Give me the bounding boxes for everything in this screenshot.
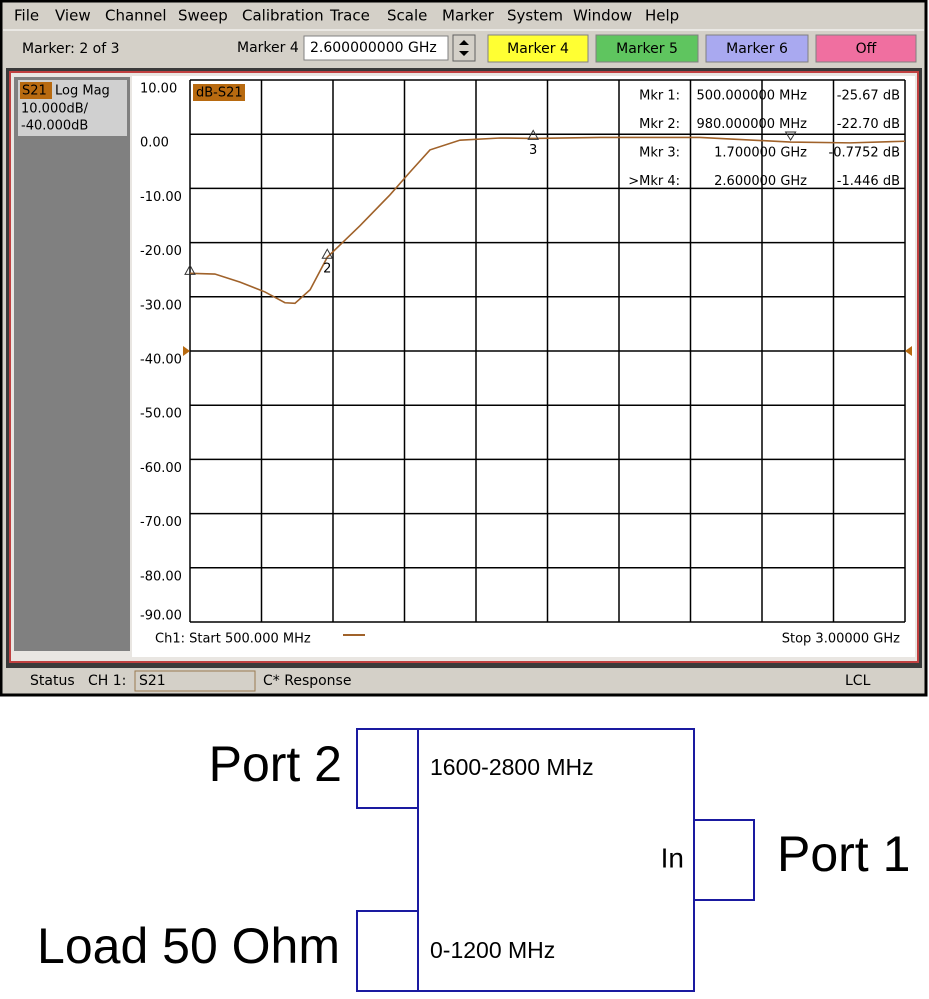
marker-response: -22.70 dB	[837, 117, 900, 132]
marker-stimulus: 2.600000 GHz	[714, 174, 807, 189]
band-label: 0-1200 MHz	[430, 937, 555, 963]
input-label: In	[661, 842, 684, 873]
menu-item[interactable]: Window	[573, 7, 632, 25]
menu-item[interactable]: File	[14, 7, 39, 25]
port-label: Load 50 Ohm	[37, 918, 340, 974]
marker-name: Mkr 2:	[639, 117, 680, 132]
marker-response: -1.446 dB	[837, 174, 900, 189]
spinner[interactable]	[452, 34, 476, 62]
marker-symbol	[527, 129, 540, 140]
reference-arrow	[183, 346, 190, 356]
spinner-arrows	[459, 40, 469, 56]
button-label[interactable]: Marker 4	[507, 41, 569, 57]
port-box	[693, 819, 755, 901]
menu-item[interactable]: View	[55, 7, 91, 25]
button[interactable]	[595, 34, 699, 63]
button[interactable]	[815, 34, 917, 63]
y-tick-label: 0.00	[140, 136, 169, 151]
scale: 10.000dB/	[21, 102, 89, 117]
marker-symbol	[184, 264, 196, 275]
status-bar: Status CH 1: S21 C* Response LCL	[30, 670, 871, 692]
reference: -40.000dB	[21, 119, 88, 134]
port-box	[356, 728, 419, 809]
button-label[interactable]: Marker 6	[726, 41, 788, 57]
status-box	[134, 670, 256, 692]
y-tick-label: -30.00	[140, 298, 182, 313]
band-label: 1600-2800 MHz	[430, 754, 594, 780]
menu-item[interactable]: Marker	[442, 7, 495, 25]
marker-symbol	[784, 131, 797, 141]
menu-item[interactable]: Scale	[387, 7, 427, 25]
y-tick-label: -90.00	[140, 609, 182, 624]
y-tick-label: -40.00	[140, 353, 182, 368]
stop-label: Stop 3.00000 GHz	[782, 632, 900, 647]
button-label[interactable]: Marker 5	[616, 41, 678, 57]
channel-info: S21 Log Mag 10.000dB/ -40.000dB	[21, 84, 110, 134]
marker-name: Mkr 3:	[639, 146, 680, 161]
marker-stimulus: 1.700000 GHz	[714, 146, 807, 161]
marker-tag: 3	[529, 143, 537, 158]
status-parameter: S21	[139, 673, 166, 689]
menu-item[interactable]: Trace	[329, 7, 370, 25]
port-box	[356, 910, 419, 992]
marker-symbol	[321, 248, 334, 259]
y-tick-label: -10.00	[140, 190, 182, 205]
parameter: S21	[22, 84, 47, 99]
y-tick-label: -60.00	[140, 461, 182, 476]
start-label: Ch1: Start 500.000 MHz	[155, 632, 311, 647]
marker-name: Mkr 1:	[639, 89, 680, 104]
y-tick-label: -70.00	[140, 515, 182, 530]
status-remote: LCL	[845, 673, 871, 689]
format: Log Mag	[55, 84, 110, 99]
menu-item[interactable]: Calibration	[242, 7, 324, 25]
diagram	[356, 728, 755, 992]
marker-response: -25.67 dB	[837, 89, 900, 104]
marker-stimulus: 500.000000 MHz	[696, 89, 807, 104]
button[interactable]	[705, 34, 809, 63]
input-value[interactable]: 2.600000000 GHz	[310, 40, 437, 56]
trace-label: dB-S21	[196, 86, 243, 101]
marker-name: >Mkr 4:	[628, 174, 680, 189]
trace	[189, 136, 906, 305]
channel-panel	[14, 77, 130, 651]
status-channel: CH 1:	[88, 673, 126, 689]
input-box[interactable]	[303, 35, 449, 61]
plot-area	[132, 76, 915, 657]
status-mode: C* Response	[263, 673, 351, 689]
marker-tag: 2	[323, 262, 331, 277]
param-highlight	[20, 82, 52, 99]
reference-arrow	[905, 346, 912, 356]
menu-item[interactable]: System	[507, 7, 563, 25]
button[interactable]	[487, 34, 589, 63]
marker-stimulus: 980.000000 MHz	[696, 117, 807, 132]
toolbar: Marker: 2 of 3 Marker 4 2.600000000 GHz …	[22, 34, 917, 63]
y-tick-label: 10.00	[140, 82, 177, 97]
menu-bar: File View Channel Sweep Calibration Trac…	[14, 7, 679, 25]
field-label: Marker 4	[237, 40, 299, 56]
y-tick-label: -50.00	[140, 407, 182, 422]
button-label[interactable]: Off	[856, 41, 877, 57]
menu-item[interactable]: Help	[645, 7, 679, 25]
port-label: Port 1	[777, 826, 910, 882]
port-label: Port 2	[209, 736, 342, 792]
marker-response: -0.7752 dB	[829, 146, 900, 161]
menu-item[interactable]: Sweep	[178, 7, 228, 25]
marker-count: Marker: 2 of 3	[22, 41, 120, 57]
trace-label-bg	[193, 84, 245, 101]
y-tick-label: -80.00	[140, 569, 182, 584]
status-label: Status	[30, 673, 75, 689]
menu-item[interactable]: Channel	[105, 7, 167, 25]
y-tick-label: -20.00	[140, 244, 182, 259]
